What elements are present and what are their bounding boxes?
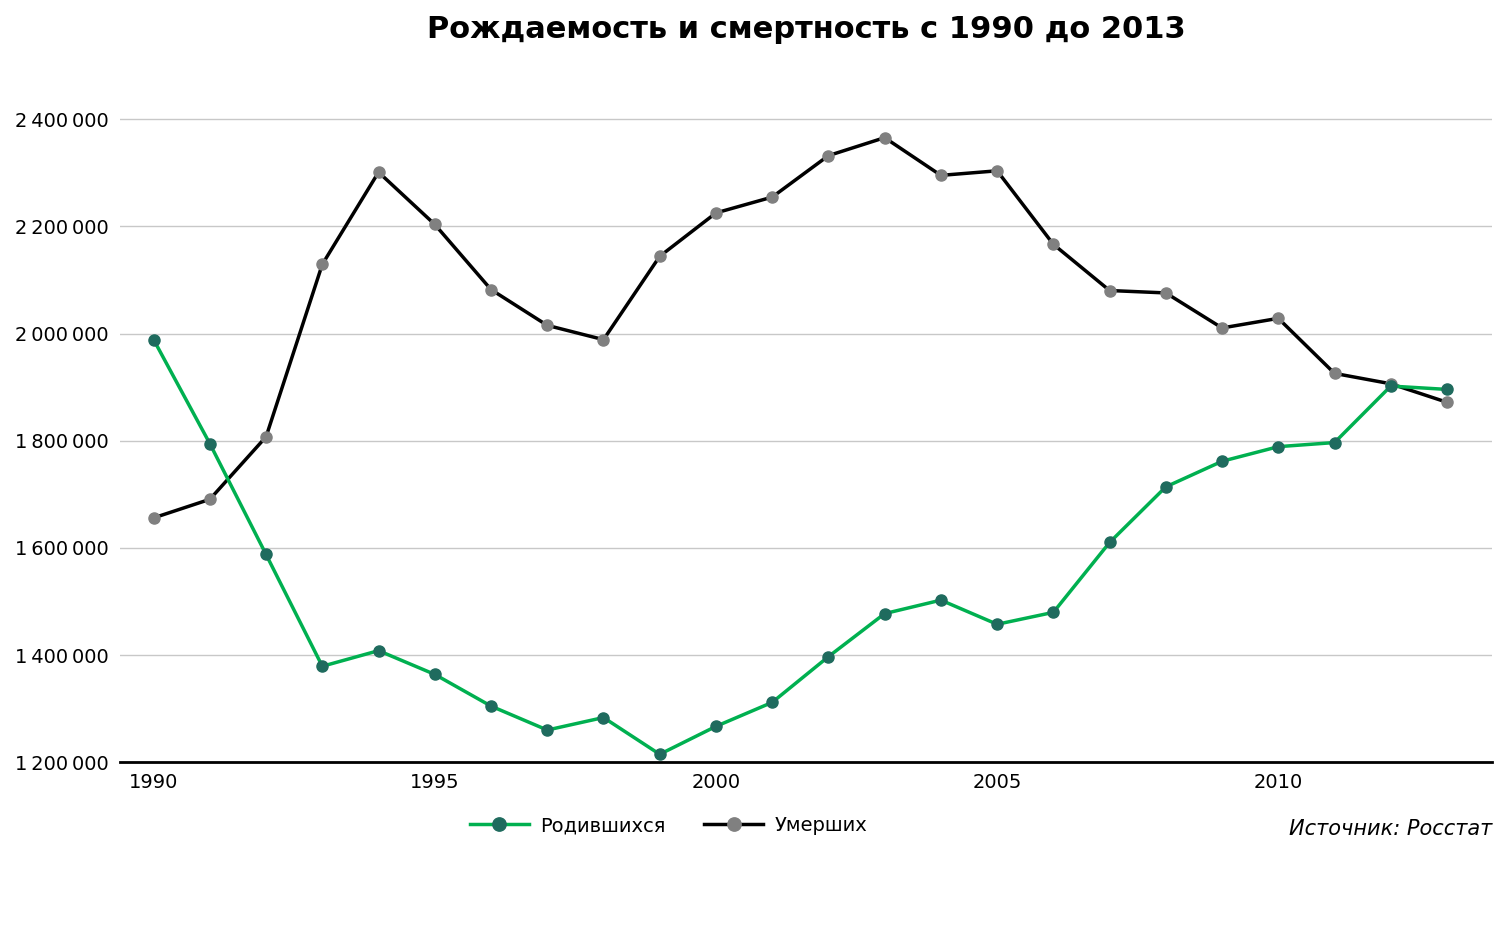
Line: Родившихся: Родившихся [148, 334, 1453, 760]
Умерших [1382, 378, 1400, 389]
Умерших [1269, 313, 1287, 324]
Умерших [594, 334, 612, 345]
Умерших [426, 219, 445, 230]
Родившихся [426, 669, 445, 680]
Родившихся [989, 619, 1007, 630]
Родившихся [1382, 380, 1400, 391]
Родившихся [1213, 456, 1231, 467]
Родившихся [707, 721, 725, 732]
Text: Источник: Росстат: Источник: Росстат [1288, 819, 1492, 839]
Родившихся [482, 700, 500, 711]
Умерших [258, 431, 276, 443]
Родившихся [1157, 481, 1175, 492]
Умерших [707, 207, 725, 218]
Умерших [1438, 397, 1456, 408]
Родившихся [876, 608, 894, 620]
Родившихся [820, 651, 838, 663]
Line: Умерших: Умерших [148, 132, 1453, 523]
Родившихся [1100, 537, 1118, 548]
Родившихся [145, 334, 163, 345]
Legend: Родившихся, Умерших: Родившихся, Умерших [463, 809, 876, 843]
Title: Рождаемость и смертность с 1990 до 2013: Рождаемость и смертность с 1990 до 2013 [426, 15, 1185, 44]
Умерших [876, 132, 894, 143]
Умерших [989, 165, 1007, 176]
Родившихся [1044, 607, 1062, 618]
Умерших [313, 258, 332, 270]
Умерших [763, 192, 781, 203]
Умерших [931, 169, 949, 181]
Умерших [369, 167, 387, 178]
Умерших [1157, 287, 1175, 299]
Родившихся [313, 661, 332, 672]
Умерших [1044, 239, 1062, 250]
Родившихся [931, 594, 949, 606]
Умерших [651, 251, 669, 262]
Родившихся [651, 749, 669, 760]
Умерших [1326, 368, 1344, 379]
Умерших [145, 512, 163, 523]
Родившихся [258, 548, 276, 560]
Умерших [482, 284, 500, 295]
Родившихся [200, 438, 219, 449]
Родившихся [1269, 441, 1287, 452]
Родившихся [763, 696, 781, 708]
Родившихся [369, 645, 387, 656]
Родившихся [594, 712, 612, 724]
Умерших [200, 493, 219, 505]
Родившихся [538, 724, 556, 736]
Родившихся [1326, 437, 1344, 448]
Родившихся [1438, 384, 1456, 395]
Умерших [820, 150, 838, 161]
Умерших [1213, 322, 1231, 333]
Умерших [1100, 285, 1118, 296]
Умерших [538, 320, 556, 331]
